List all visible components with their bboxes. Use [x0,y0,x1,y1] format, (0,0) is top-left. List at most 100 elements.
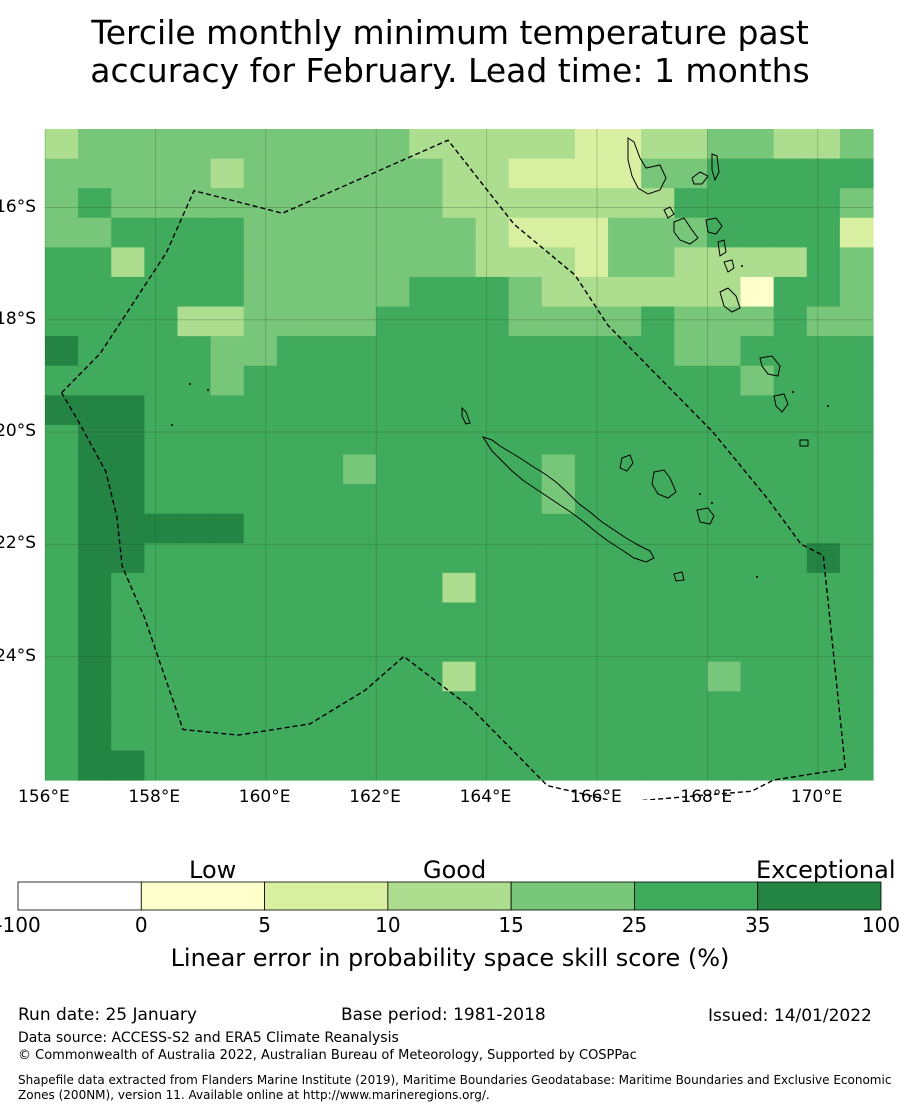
grid-cell [541,484,576,515]
grid-cell [541,454,576,485]
grid-cell [210,543,245,574]
x-tick-label: 168°E [680,787,733,807]
islet-dot [827,405,829,407]
grid-cell [276,336,311,367]
grid-cell [806,158,841,189]
grid-cell [210,424,245,456]
grid-cell [144,158,179,189]
grid-cell [144,484,179,515]
grid-cell [409,424,444,456]
x-tick-label: 166°E [570,787,622,807]
grid-cell [309,395,344,426]
grid-cell [210,720,245,752]
grid-cell [210,365,245,396]
grid-cell [707,602,742,633]
grid-cell [839,217,874,248]
grid-cell [177,129,212,160]
grid-cell [111,454,145,485]
grid-cell [45,632,79,663]
grid-cell [243,513,278,544]
issued-date: Issued: 14/01/2022 [708,1006,872,1026]
grid-cell [45,276,79,308]
islet-dot [171,424,173,426]
copyright: © Commonwealth of Australia 2022, Austra… [18,1048,637,1063]
grid-cell [45,720,79,752]
grid-cell [309,632,344,663]
grid-cell [276,454,311,485]
grid-cell [243,395,278,426]
grid-cell [243,247,278,278]
grid-cell [177,572,212,604]
grid-cell [78,602,112,633]
grid-cell [806,217,841,248]
grid-cell [442,129,477,160]
grid-cell [442,543,477,574]
grid-cell [210,158,245,189]
colorbar-segment [510,881,635,911]
grid-cell [442,158,477,189]
x-tick-label: 158°E [128,787,181,807]
grid-cell [839,484,874,515]
grid-cell [276,217,311,248]
grid-cell [839,188,874,219]
grid-cell [508,306,543,337]
grid-cell [806,365,841,396]
grid-cell [839,424,874,456]
colorbar-tick-label: 100 [861,913,900,937]
grid-cell [343,306,377,337]
grid-cell [674,691,708,722]
grid-cell [442,602,477,633]
grid-cell [806,247,841,278]
grid-cell [78,572,112,604]
grid-cell [541,720,576,752]
grid-cell [144,306,179,337]
grid-cell [376,602,410,633]
grid-cell [144,572,179,604]
grid-cell [806,632,841,663]
grid-cell [343,691,377,722]
grid-cell [574,484,609,515]
grid-cell [276,484,311,515]
grid-cell [508,158,543,189]
grid-cell [243,572,278,604]
grid-cell [376,336,410,367]
grid-cell [376,365,410,396]
grid-cell [111,572,145,604]
grid-cell [376,306,410,337]
grid-cell [674,513,708,544]
grid-cell [309,602,344,633]
grid-cell [243,424,278,456]
grid-cell [45,188,79,219]
grid-cell [144,217,179,248]
grid-cell [541,750,576,781]
colorbar-category-low: Low [189,856,237,884]
islet-dot [792,391,794,393]
grid-cell [78,129,112,160]
grid-cell [111,720,145,752]
grid-cell [608,661,642,692]
grid-cell [707,720,742,752]
grid-cell [475,158,510,189]
grid-cell [409,691,444,722]
grid-cell [773,395,808,426]
colorbar-tick-label: -100 [0,913,41,937]
grid-cell [541,543,576,574]
grid-cell [45,543,79,574]
grid-cell [740,129,775,160]
grid-cell [78,632,112,663]
grid-cell [309,306,344,337]
grid-cell [376,454,410,485]
grid-cell [243,720,278,752]
grid-cell [674,572,708,604]
grid-cell [608,217,642,248]
grid-cell [508,247,543,278]
grid-cell [78,395,112,426]
y-tick-label: 16°S [0,196,36,217]
grid-cell [740,395,775,426]
colorbar-tick-label: 5 [258,913,271,937]
grid-cell [475,543,510,574]
grid-cell [574,661,609,692]
grid-cell [740,543,775,574]
grid-cell [210,454,245,485]
grid-cell [409,217,444,248]
